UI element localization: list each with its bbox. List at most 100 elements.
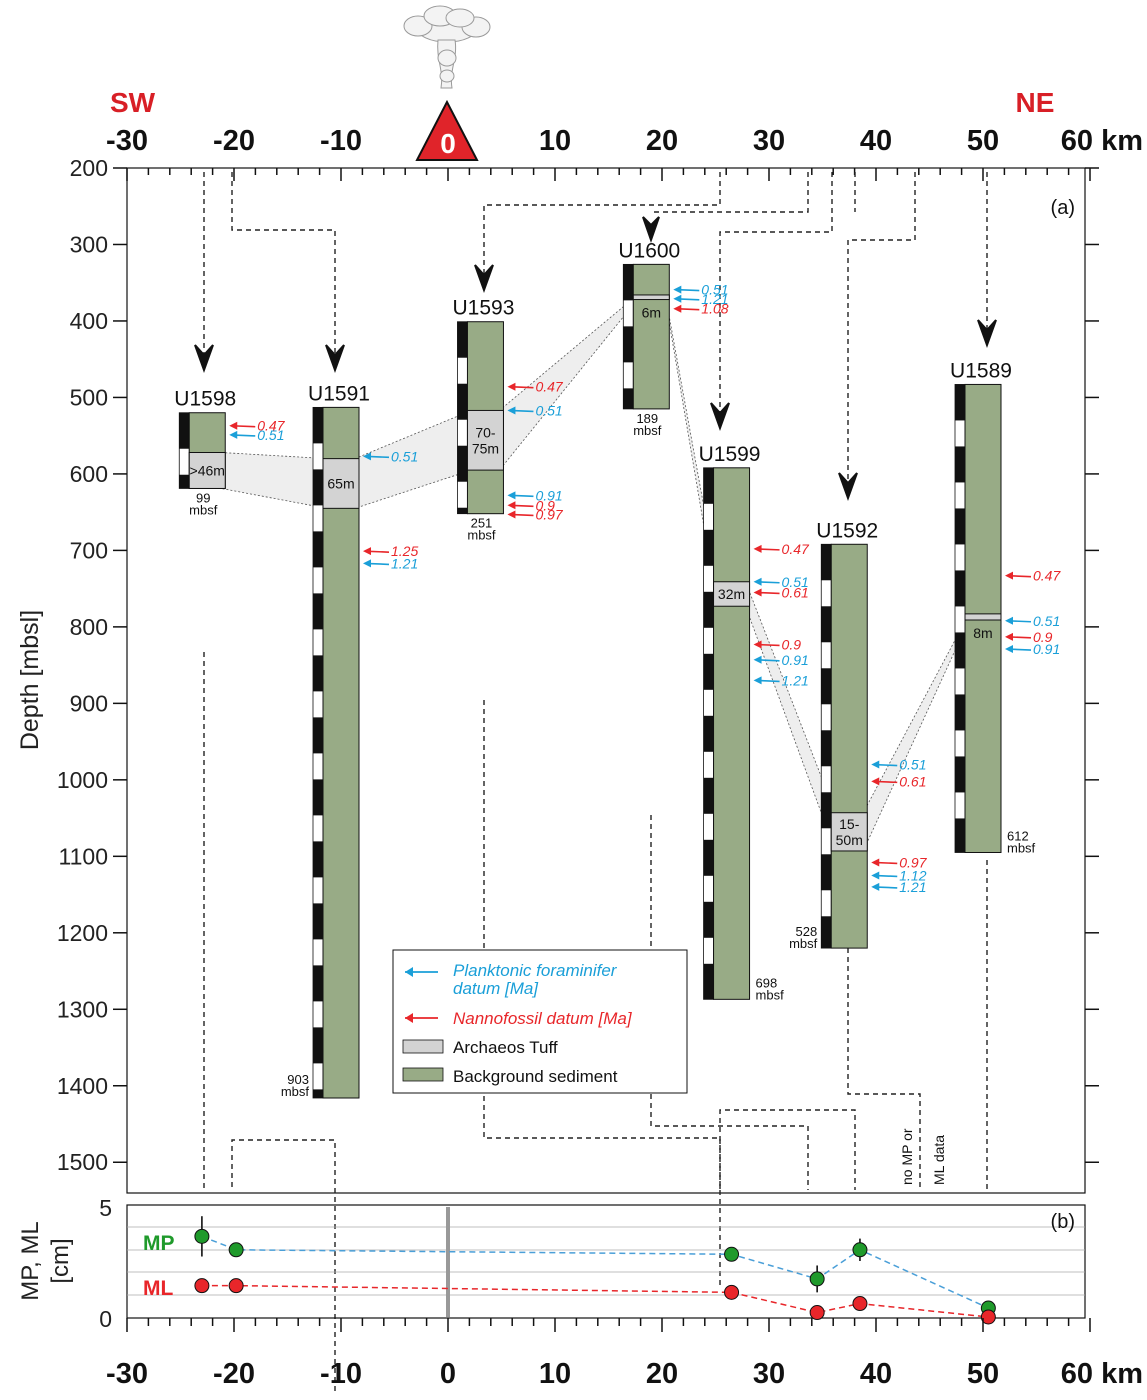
datum-arrowhead-icon [363, 452, 371, 461]
depth-axis-label: 200 [70, 155, 108, 181]
panel-b-gridlines [127, 1226, 1085, 1296]
polarity-segment [179, 474, 190, 489]
depth-mbsf-value: 698 [756, 975, 778, 990]
foram-datum-label: 0.91 [535, 487, 562, 503]
depth-mbsf-unit: mbsf [467, 528, 496, 543]
depth-mbsf-unit: mbsf [789, 936, 818, 951]
mp-ml-chart [194, 1216, 996, 1325]
polarity-segment [703, 715, 714, 752]
nanno-datum-label: 1.08 [701, 301, 728, 317]
polarity-segment [313, 717, 323, 754]
polarity-segment [313, 593, 323, 630]
arrow-down-icon [838, 472, 858, 501]
bottom-axis-label: -10 [320, 1358, 362, 1390]
depth-axis-title: Depth [mbsl] [16, 610, 44, 750]
polarity-segment [313, 655, 323, 692]
datum-arrowhead-icon [871, 858, 880, 867]
foram-datum-label: 0.91 [782, 652, 809, 668]
datum-arrowhead-icon [1005, 571, 1013, 580]
top-axis-labels: -30 -20 -10 10 20 30 40 50 [106, 125, 999, 157]
panel-b-frame [126, 1204, 1086, 1319]
tuff-layer [188, 452, 226, 489]
depth-axis-label: 900 [70, 690, 108, 716]
arrow-down-icon [474, 264, 494, 293]
foram-datum-label: 0.51 [1033, 613, 1060, 629]
depth-axis-label: 1300 [57, 996, 108, 1022]
depth-mbsf-value: 189 [636, 411, 658, 426]
bottom-axis-label: 40 [860, 1358, 892, 1390]
datum-arrowhead-icon [507, 382, 516, 391]
tuff-thickness-label: 15- [839, 816, 860, 832]
bottom-axis-label: 10 [539, 1358, 571, 1390]
bottom-axis-last-label: 60 km [1061, 1358, 1143, 1390]
bottom-axis-label: -20 [213, 1358, 255, 1390]
polarity-segment [703, 653, 714, 690]
ml-point [980, 1309, 996, 1325]
tuff-layer [713, 581, 751, 607]
panel-b-y-title: MP, ML [17, 1221, 44, 1301]
tuff-thickness-label: 32m [718, 586, 745, 602]
polarity-segment [313, 903, 323, 940]
mp-point [194, 1228, 210, 1244]
polarity-segment [703, 591, 714, 628]
nanno-datum-label: 1.25 [391, 543, 418, 559]
depth-axis-label: 1500 [57, 1149, 108, 1175]
datum-arrowhead-icon [753, 588, 762, 597]
ml-point [809, 1305, 825, 1321]
foram-datum-label: 1.21 [701, 291, 728, 307]
ml-point [852, 1296, 868, 1312]
panel-a-frame [126, 167, 1086, 1194]
polarity-segment [313, 965, 323, 1002]
no-data-note-line-2: ML data [931, 1135, 947, 1185]
depth-axis-label: 300 [70, 231, 108, 257]
arrow-down-icon [642, 216, 660, 244]
polarity-segment [821, 854, 832, 891]
mp-point [228, 1242, 244, 1258]
datum-arrowhead-icon [753, 640, 762, 649]
nanno-datum-label: 0.9 [535, 497, 555, 513]
nanno-datum-label: 0.9 [1033, 629, 1053, 645]
nanno-datum-label: 0.97 [535, 506, 563, 522]
datum-arrowhead-icon [871, 871, 880, 880]
nanno-datum-label: 0.61 [782, 584, 809, 600]
polarity-segment [703, 839, 714, 876]
polarity-segment [457, 321, 468, 358]
ml-point [228, 1278, 244, 1294]
nanno-datum-label: 0.97 [899, 854, 927, 870]
foram-datum-label: 1.21 [391, 555, 418, 571]
arrow-down-icon [710, 402, 730, 431]
nanno-datum-label: 0.61 [899, 773, 926, 789]
top-axis-label: -30 [106, 125, 148, 157]
datum-arrowhead-icon [229, 430, 238, 439]
datum-arrowhead-icon [753, 655, 762, 664]
polarity-segment [955, 632, 965, 669]
nanno-datum-label: 0.47 [1033, 568, 1061, 584]
legend-sediment-label: Background sediment [453, 1067, 618, 1086]
tuff-correlation-band [220, 452, 328, 509]
tuff-layer [632, 294, 670, 301]
polarity-segment [179, 412, 190, 449]
direction-sw: SW [110, 87, 156, 118]
polarity-segment [703, 777, 714, 814]
top-axis-label: 20 [646, 125, 678, 157]
datum-arrowhead-icon [673, 294, 682, 303]
datum-arrowhead-icon [363, 547, 371, 556]
depth-mbsf-value: 528 [796, 924, 818, 939]
depth-mbsf-value: 612 [1007, 828, 1029, 843]
polarity-segment [955, 694, 965, 731]
panel-b-tick-5: 5 [99, 1195, 112, 1221]
datum-arrowhead-icon [507, 510, 516, 519]
polarity-segment [821, 606, 832, 643]
nanno-datum-label: 0.47 [782, 541, 810, 557]
polarity-segment [703, 529, 714, 566]
datum-arrowhead-icon [673, 304, 682, 313]
datum-arrowhead-icon [1005, 616, 1013, 625]
foram-datum-label: 0.51 [899, 757, 926, 773]
depth-mbsf-value: 251 [471, 516, 493, 531]
